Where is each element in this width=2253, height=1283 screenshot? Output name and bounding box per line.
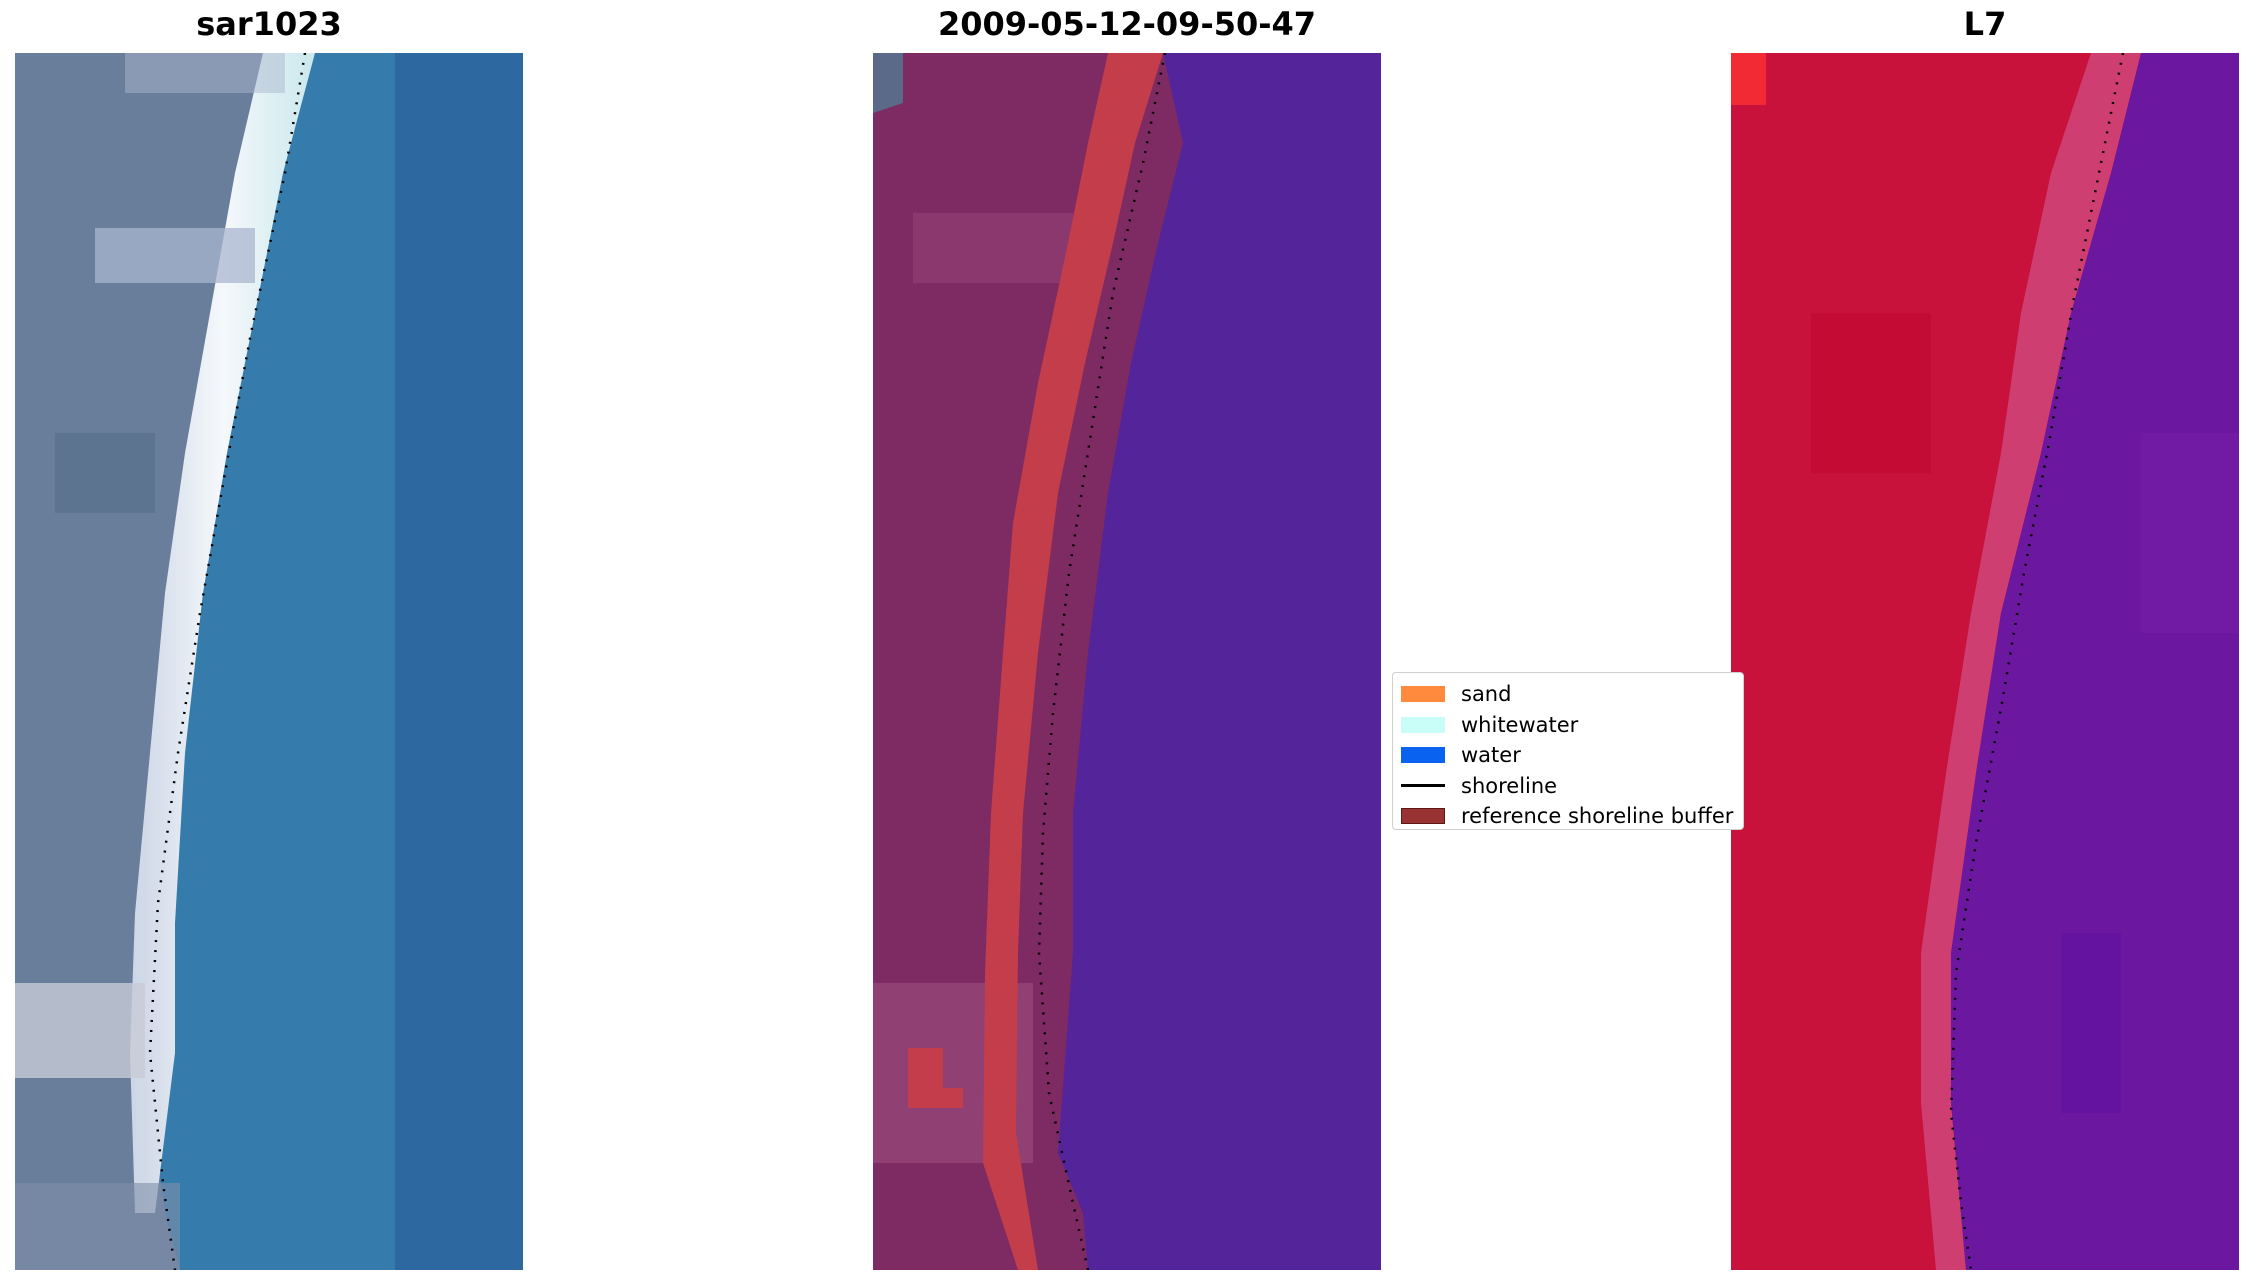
classified-water: [1058, 53, 1381, 1270]
classified-buffer: [983, 53, 1163, 1270]
legend-label: whitewater: [1461, 712, 1579, 737]
panel-title-mndwi: L7: [1963, 5, 2007, 43]
shoreline-swatch: [1401, 784, 1445, 788]
panel-title-rgb: sar1023: [196, 5, 342, 43]
classified-shoreline: [1037, 53, 1167, 1270]
whitewater-swatch: [1401, 716, 1445, 733]
legend-item-shoreline: shoreline: [1401, 771, 1743, 802]
legend-item-whitewater: whitewater: [1401, 710, 1743, 741]
mndwi-image-panel: [1731, 53, 2239, 1270]
legend-item-buffer: reference shoreline buffer: [1401, 801, 1743, 832]
sand-swatch: [1401, 686, 1445, 703]
rgb-shoreline: [148, 53, 307, 1270]
mndwi-image: [1731, 53, 2239, 1270]
legend-item-water: water: [1401, 740, 1743, 771]
rgb-image: [15, 53, 523, 1270]
legend-label: sand: [1461, 682, 1512, 707]
legend-item-sand: sand: [1401, 679, 1743, 710]
rgb-image-panel: [15, 53, 523, 1270]
panel-title-classified: 2009-05-12-09-50-47: [937, 5, 1317, 43]
legend: sand whitewater water shoreline referenc…: [1392, 672, 1744, 830]
buffer-swatch: [1401, 808, 1445, 825]
classified-image: [873, 53, 1381, 1270]
legend-label: water: [1461, 743, 1521, 768]
classified-image-panel: [873, 53, 1381, 1270]
legend-label: reference shoreline buffer: [1461, 804, 1734, 829]
legend-label: shoreline: [1461, 773, 1558, 798]
mndwi-water: [1951, 53, 2239, 1270]
mndwi-shoreline: [1949, 53, 2125, 1270]
water-swatch: [1401, 747, 1445, 764]
